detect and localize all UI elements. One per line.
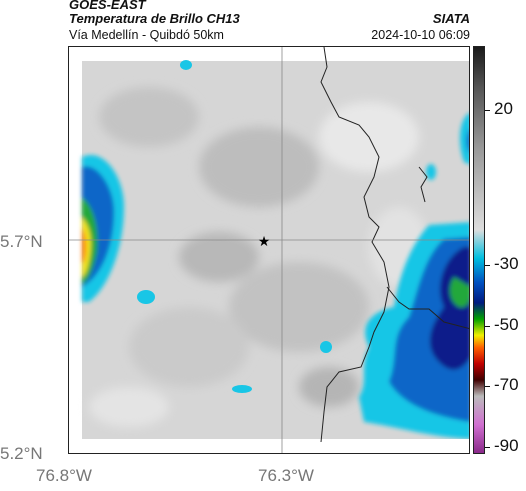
cold-cloud-east <box>359 113 469 439</box>
colorbar-tick <box>485 386 490 387</box>
border-line <box>320 47 390 443</box>
product-subtitle: Temperatura de Brillo CH13 <box>69 11 240 26</box>
brand-label: SIATA <box>432 11 470 26</box>
colorbar-tick <box>485 110 490 111</box>
cold-cloud-west <box>82 155 124 302</box>
colorbar-label: -90 <box>494 436 519 455</box>
product-title: GOES-EAST <box>69 0 146 12</box>
colorbar-label: 20 <box>494 99 513 118</box>
colorbar-label: -70 <box>494 375 519 394</box>
cold-cloud-small-2 <box>232 385 252 393</box>
star-marker: ★ <box>258 234 271 250</box>
clear-area <box>82 439 469 453</box>
map-panel[interactable]: ★ <box>68 46 470 454</box>
colorbar <box>473 46 485 454</box>
colorbar-label: -30 <box>494 254 519 273</box>
x-tick-label: 76.3°W <box>258 466 314 485</box>
colorbar-tick <box>485 265 490 266</box>
y-tick-label: 5.2°N <box>0 444 43 463</box>
location-label: Vía Medellín - Quibdó 50km <box>69 28 224 42</box>
border-line-2 <box>386 286 469 329</box>
x-tick-label: 76.8°W <box>36 466 92 485</box>
cold-cloud-small-4 <box>180 60 192 70</box>
colorbar-label: -50 <box>494 315 519 334</box>
cold-cloud-small-3 <box>320 341 332 353</box>
satellite-map: ★ <box>69 47 469 453</box>
border-line-3 <box>418 166 428 203</box>
colorbar-tick <box>485 447 490 448</box>
y-tick-label: 5.7°N <box>0 232 43 251</box>
cold-cloud-small-1 <box>137 290 155 304</box>
colorbar-tick <box>485 326 490 327</box>
datetime-label: 2024-10-10 06:09 <box>371 28 470 42</box>
